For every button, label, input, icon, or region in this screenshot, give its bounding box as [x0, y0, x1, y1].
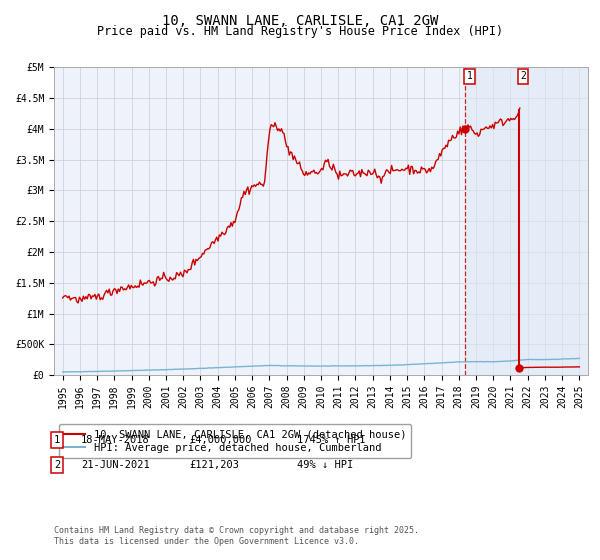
Text: £121,203: £121,203: [189, 460, 239, 470]
Text: 18-MAY-2018: 18-MAY-2018: [81, 435, 150, 445]
Text: 2: 2: [54, 460, 60, 470]
Legend: 10, SWANN LANE, CARLISLE, CA1 2GW (detached house), HPI: Average price, detached: 10, SWANN LANE, CARLISLE, CA1 2GW (detac…: [59, 424, 411, 458]
Text: 49% ↓ HPI: 49% ↓ HPI: [297, 460, 353, 470]
Bar: [466, 67, 588, 375]
Text: 1: 1: [54, 435, 60, 445]
Text: £4,000,000: £4,000,000: [189, 435, 251, 445]
Text: 2: 2: [520, 72, 526, 81]
Text: Contains HM Land Registry data © Crown copyright and database right 2025.
This d: Contains HM Land Registry data © Crown c…: [54, 526, 419, 546]
Text: 1: 1: [467, 72, 473, 81]
Text: 1745% ↑ HPI: 1745% ↑ HPI: [297, 435, 366, 445]
Text: 10, SWANN LANE, CARLISLE, CA1 2GW: 10, SWANN LANE, CARLISLE, CA1 2GW: [162, 14, 438, 28]
Text: Price paid vs. HM Land Registry's House Price Index (HPI): Price paid vs. HM Land Registry's House …: [97, 25, 503, 38]
Text: 21-JUN-2021: 21-JUN-2021: [81, 460, 150, 470]
